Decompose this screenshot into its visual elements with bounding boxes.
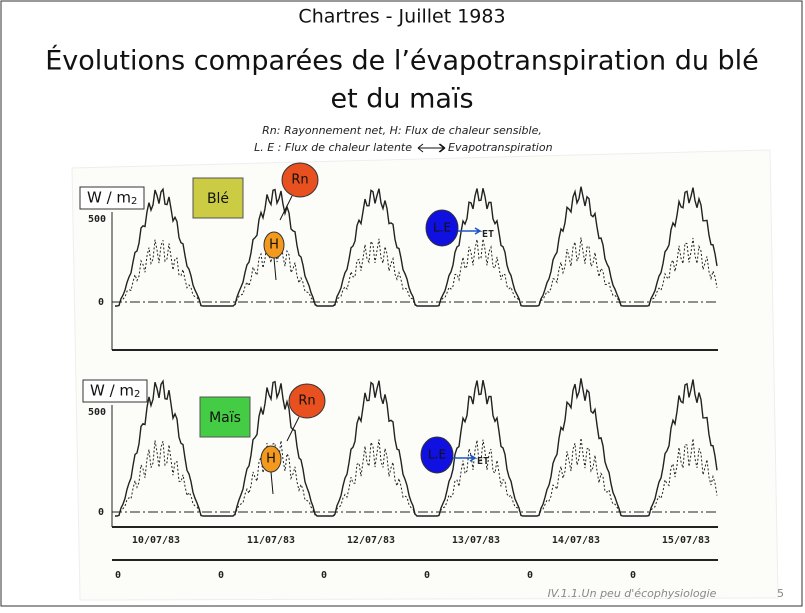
- y-tick: 0: [98, 507, 104, 518]
- et-label: ET: [477, 456, 489, 467]
- legend-line: L. E : Flux de chaleur latente: [254, 141, 412, 154]
- zero: 0: [218, 570, 224, 581]
- unit-sub: 2: [131, 196, 137, 207]
- legend-line: Rn: Rayonnement net, H: Flux de chaleur …: [262, 124, 542, 137]
- title-line: et du maïs: [330, 84, 473, 115]
- rn-marker: [281, 162, 319, 198]
- rn-label: Rn: [291, 173, 308, 188]
- arrow: [273, 257, 277, 281]
- le-marker: [420, 436, 454, 474]
- le-marker: [425, 209, 459, 247]
- unit-box: [82, 379, 148, 403]
- y-tick: 500: [88, 214, 106, 225]
- unit: W / m: [90, 382, 134, 400]
- unit: W / m: [87, 189, 131, 207]
- h-label: H: [269, 238, 279, 253]
- arrow: [458, 227, 483, 235]
- double-arrow: [417, 143, 446, 153]
- date: 10/07/83: [132, 535, 180, 546]
- scan-area: [71, 149, 779, 601]
- title-line: Évolutions comparées de l’évapotranspira…: [45, 45, 759, 77]
- top-title: Chartres - Juillet 1983: [298, 6, 505, 28]
- date: 14/07/83: [552, 535, 600, 546]
- arrow: [270, 471, 274, 495]
- date: 12/07/83: [347, 535, 395, 546]
- date: 15/07/83: [662, 535, 710, 546]
- et-curve: [115, 237, 718, 307]
- zero: 0: [630, 570, 636, 581]
- crop-box: [192, 177, 244, 219]
- footer-section: IV.1.1.Un peu d'écophysiologie: [548, 587, 717, 600]
- date: 11/07/83: [247, 535, 295, 546]
- page-number: 5: [777, 587, 784, 600]
- rn-label: Rn: [298, 394, 315, 409]
- date: 13/07/83: [452, 535, 500, 546]
- le-label: L.E: [428, 448, 446, 462]
- zero: 0: [321, 570, 327, 581]
- zero: 0: [424, 570, 430, 581]
- arrow: [453, 454, 478, 462]
- unit-sub: 2: [134, 389, 140, 400]
- arrow: [279, 195, 293, 221]
- h-label: H: [266, 452, 276, 467]
- arrow: [286, 416, 300, 442]
- rn-marker: [288, 383, 326, 419]
- zero: 0: [115, 570, 121, 581]
- et-curve: [115, 438, 718, 517]
- y-tick: 500: [88, 407, 106, 418]
- unit-box: [79, 186, 145, 210]
- y-tick: 0: [98, 297, 104, 308]
- crop-box: [199, 396, 251, 438]
- zero: 0: [527, 570, 533, 581]
- et-label: ET: [482, 229, 494, 240]
- legend-line: Evapotranspiration: [448, 141, 553, 154]
- crop-label: Maïs: [209, 410, 241, 426]
- le-label: L.E: [433, 221, 451, 235]
- crop-label: Blé: [207, 191, 229, 207]
